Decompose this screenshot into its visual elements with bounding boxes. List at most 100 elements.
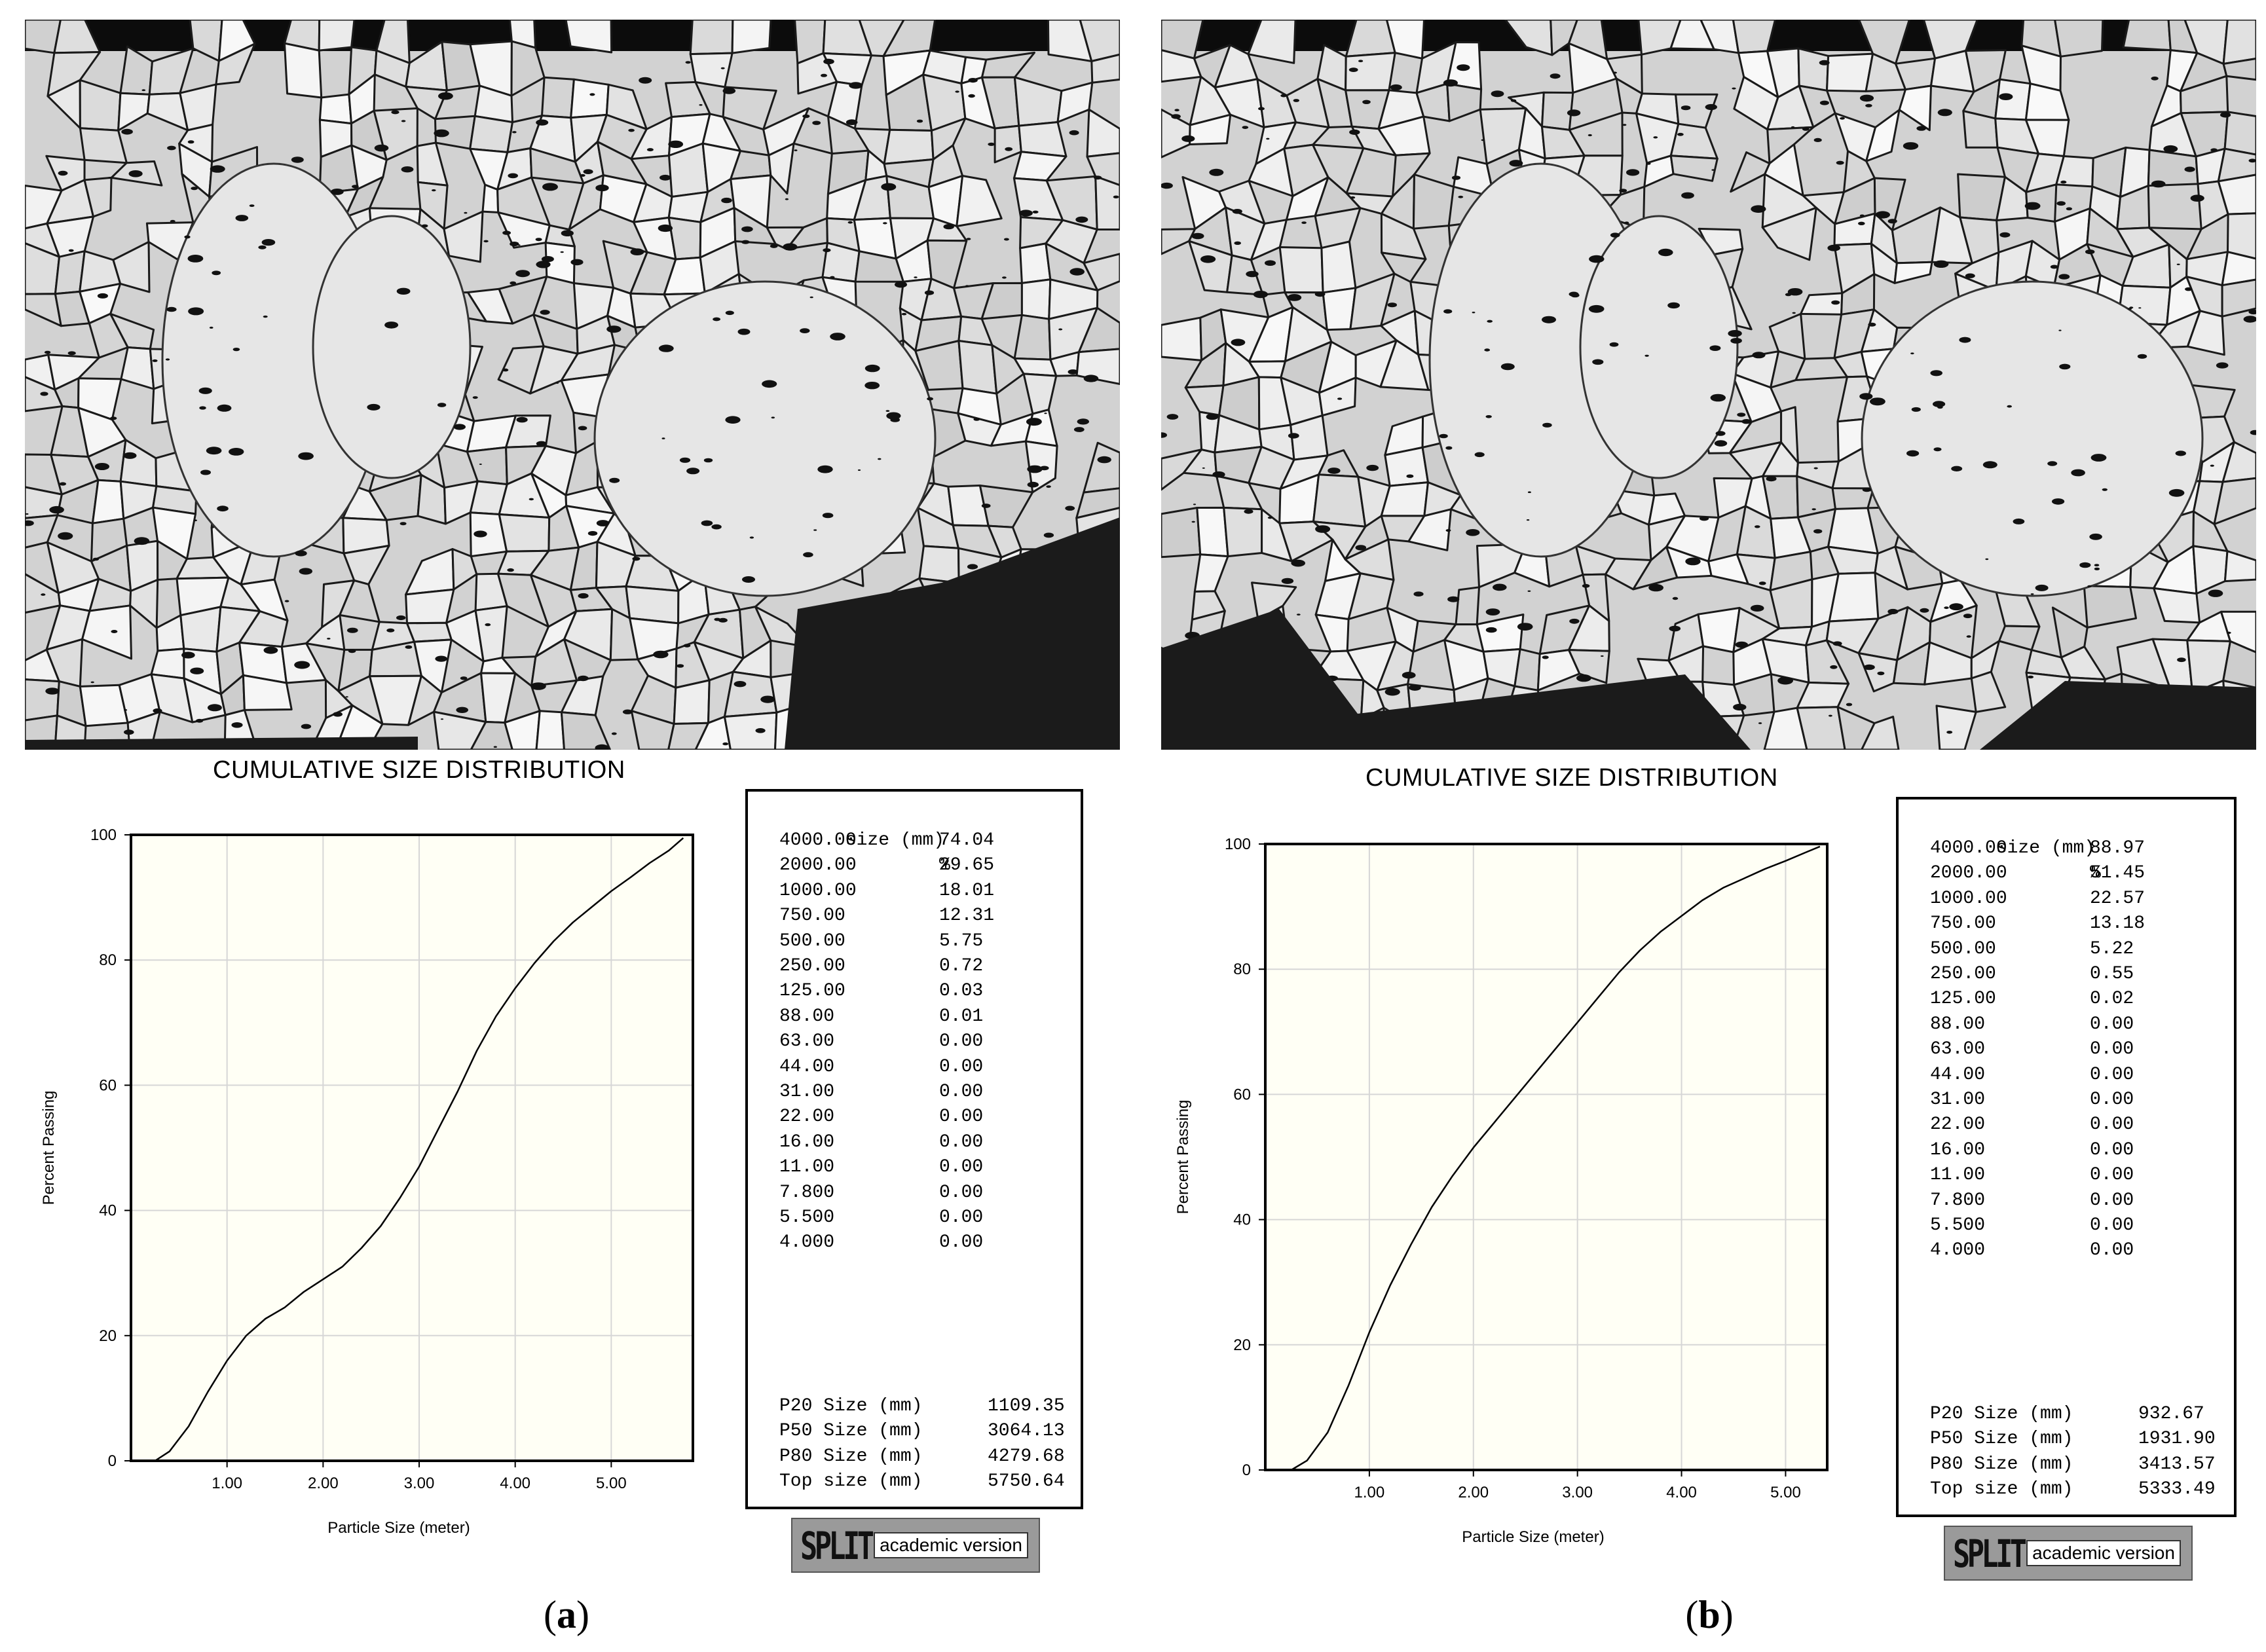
row-percent: 13.18 xyxy=(2090,913,2145,934)
p-size-row: P50 Size (mm) 3064.13 xyxy=(779,1419,1065,1444)
y-tick-label: 60 xyxy=(99,1076,117,1094)
x-tick-label: 3.00 xyxy=(1562,1484,1593,1501)
row-size: 63.00 xyxy=(779,1031,835,1052)
row-size: 250.00 xyxy=(779,956,845,976)
p-size-label: P20 Size (mm) xyxy=(779,1396,923,1416)
table-row: 4000.00 74.04 xyxy=(779,828,994,853)
row-percent: 0.00 xyxy=(2090,1064,2134,1085)
row-size: 250.00 xyxy=(1930,964,1996,984)
row-size: 4000.00 xyxy=(779,830,857,851)
y-tick-label: 100 xyxy=(1225,835,1251,853)
size-table: size (mm) % 4000.00 88.97 2000.00 51.45 1000… xyxy=(1896,797,2237,1517)
table-row: 2000.00 29.65 xyxy=(779,853,994,878)
caption-letter: a xyxy=(557,1593,576,1636)
panel-caption: (b) xyxy=(1644,1592,1775,1638)
row-percent: 88.97 xyxy=(2090,838,2145,858)
p-size-label: P50 Size (mm) xyxy=(1930,1429,2073,1450)
size-distribution-chart: 1.00 2.00 3.00 4.00 5.00 0 20 40 60 80 100 Particle… xyxy=(1174,835,1829,1546)
p-size-value: 4279.68 xyxy=(988,1446,1065,1467)
plot-area xyxy=(1265,844,1827,1470)
row-size: 2000.00 xyxy=(1930,863,2007,884)
p-size-value: 3064.13 xyxy=(988,1421,1065,1442)
p-size-value: 1109.35 xyxy=(988,1396,1065,1416)
row-percent: 0.00 xyxy=(2090,1090,2134,1110)
y-tick-label: 20 xyxy=(1233,1336,1251,1354)
panel-caption: (a) xyxy=(501,1592,632,1638)
cumulative-curve xyxy=(155,837,684,1462)
row-percent: 0.00 xyxy=(2090,1039,2134,1060)
row-percent: 12.31 xyxy=(939,906,995,927)
row-percent: 0.00 xyxy=(2090,1165,2134,1186)
p-size-row: P20 Size (mm) 932.67 xyxy=(1930,1402,2204,1427)
caption-close: ) xyxy=(576,1593,589,1636)
row-size: 4.000 xyxy=(779,1232,835,1253)
row-percent: 0.03 xyxy=(939,981,984,1002)
row-size: 88.00 xyxy=(779,1006,835,1027)
row-percent: 0.72 xyxy=(939,956,984,976)
plot-frame xyxy=(1264,843,1829,1471)
row-size: 125.00 xyxy=(1930,989,1996,1010)
row-percent: 22.57 xyxy=(2090,888,2145,909)
split-logo-subtitle: academic version xyxy=(2026,1540,2181,1566)
p-size-row: Top size (mm) 5333.49 xyxy=(1930,1477,2216,1502)
table-row: 2000.00 51.45 xyxy=(1930,861,2145,886)
table-row: 4.000 0.00 xyxy=(779,1230,983,1255)
row-size: 11.00 xyxy=(1930,1165,1986,1186)
row-percent: 29.65 xyxy=(939,855,995,876)
x-tick-label: 5.00 xyxy=(1770,1484,1801,1501)
p-size-label: Top size (mm) xyxy=(1930,1479,2073,1500)
p-size-value: 3413.57 xyxy=(2138,1454,2216,1475)
row-percent: 0.00 xyxy=(939,1031,984,1052)
row-percent: 0.00 xyxy=(2090,1190,2134,1211)
p-size-value: 5333.49 xyxy=(2138,1479,2216,1500)
x-tick-label: 4.00 xyxy=(500,1475,530,1492)
p-size-value: 5750.64 xyxy=(988,1471,1065,1492)
rock-fragment-photo xyxy=(25,20,1120,750)
row-percent: 0.00 xyxy=(939,1182,984,1203)
y-tick-label: 20 xyxy=(99,1327,117,1345)
row-size: 125.00 xyxy=(779,981,845,1002)
row-percent: 0.00 xyxy=(2090,1215,2134,1236)
row-percent: 0.00 xyxy=(939,1207,984,1228)
table-row: 1000.00 22.57 xyxy=(1930,887,2145,911)
y-tick-label: 80 xyxy=(1233,961,1251,978)
table-row: 31.00 0.00 xyxy=(779,1080,983,1105)
p-size-row: P80 Size (mm) 4279.68 xyxy=(779,1444,1065,1469)
split-logo-subtitle: academic version xyxy=(874,1532,1028,1558)
header-percent: % xyxy=(2090,863,2101,883)
x-axis-label: Particle Size (meter) xyxy=(327,1519,470,1537)
header-size: size (mm) xyxy=(1996,838,2096,858)
row-size: 4.000 xyxy=(1930,1240,1986,1261)
x-tick-label: 2.00 xyxy=(308,1475,339,1492)
split-logo: SPLIT academic version xyxy=(1944,1526,2193,1581)
row-size: 44.00 xyxy=(779,1056,835,1077)
row-size: 7.800 xyxy=(1930,1190,1986,1211)
y-tick-label: 60 xyxy=(1233,1086,1251,1103)
p-size-row: P80 Size (mm) 3413.57 xyxy=(1930,1452,2216,1477)
table-row: 125.00 0.03 xyxy=(779,979,983,1004)
distribution-title: CUMULATIVE SIZE DISTRIBUTION xyxy=(213,756,625,784)
p-size-row: P20 Size (mm) 1109.35 xyxy=(779,1394,1065,1419)
size-distribution-chart: 1.00 2.00 3.00 4.00 5.00 0 20 40 60 80 100 Particle… xyxy=(40,826,694,1537)
panel-a: CUMULATIVE SIZE DISTRIBUTION 1.00 2.00 3.0… xyxy=(25,20,1120,1638)
row-percent: 18.01 xyxy=(939,880,995,901)
table-row: 63.00 0.00 xyxy=(1930,1037,2134,1062)
row-size: 44.00 xyxy=(1930,1064,1986,1085)
row-size: 22.00 xyxy=(779,1107,835,1128)
p-size-label: P50 Size (mm) xyxy=(779,1421,923,1442)
row-percent: 5.22 xyxy=(2090,938,2134,959)
row-percent: 0.00 xyxy=(2090,1014,2134,1035)
x-tick-label: 2.00 xyxy=(1458,1484,1489,1501)
y-tick-label: 0 xyxy=(108,1452,117,1470)
row-size: 1000.00 xyxy=(779,880,857,901)
row-size: 5.500 xyxy=(779,1207,835,1228)
table-row: 4.000 0.00 xyxy=(1930,1238,2134,1263)
table-header: size (mm) % xyxy=(779,803,950,875)
table-row: 16.00 0.00 xyxy=(1930,1138,2134,1163)
table-row: 11.00 0.00 xyxy=(1930,1163,2134,1188)
row-percent: 0.02 xyxy=(2090,989,2134,1010)
table-row: 63.00 0.00 xyxy=(779,1029,983,1054)
row-percent: 0.00 xyxy=(939,1157,984,1178)
row-percent: 74.04 xyxy=(939,830,995,851)
split-logo: SPLIT academic version xyxy=(791,1518,1040,1573)
